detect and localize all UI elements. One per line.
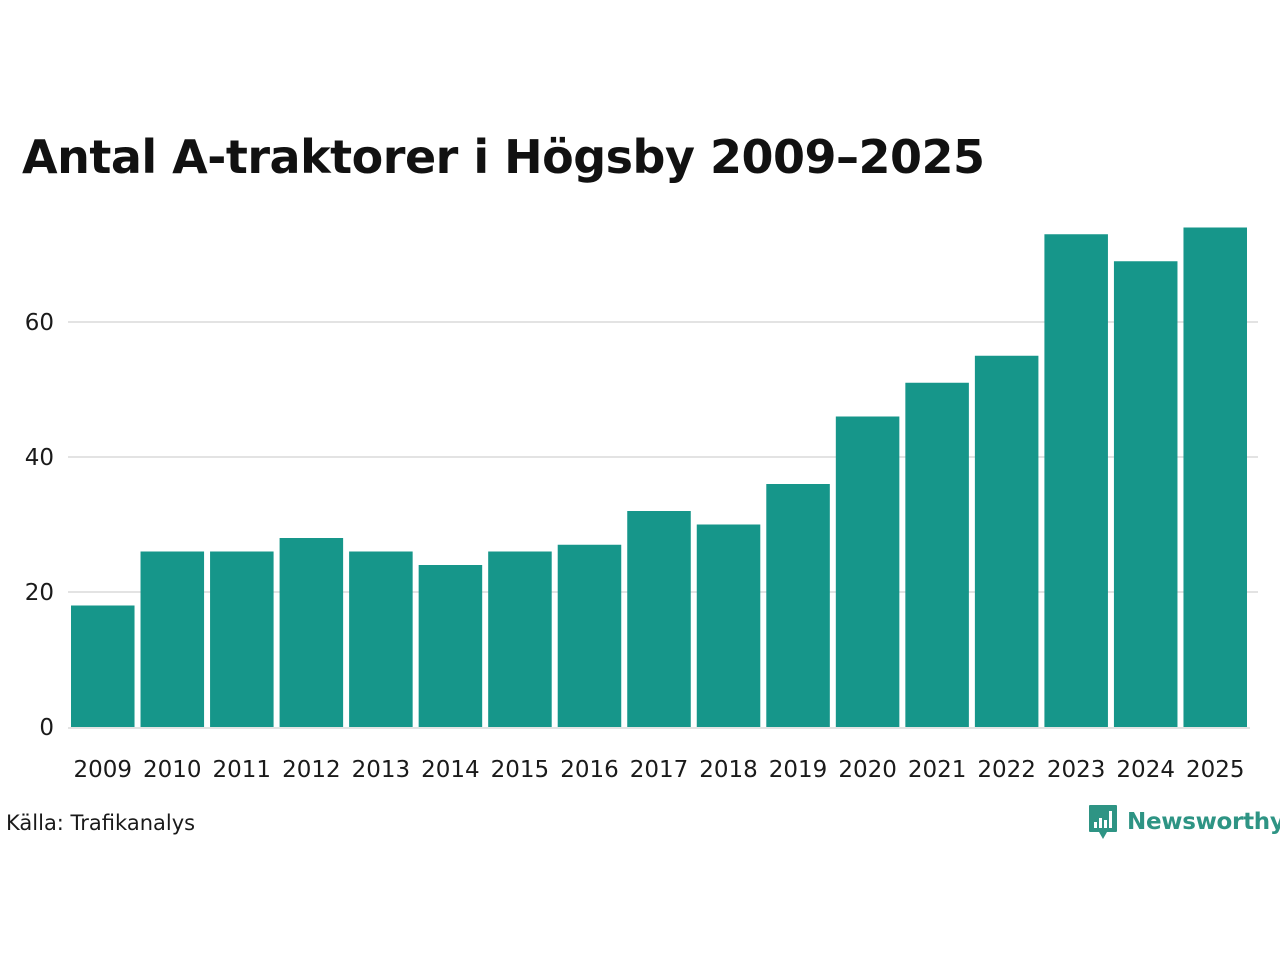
bar-2011 <box>210 551 274 727</box>
y-axis-ticks: 0 20 40 60 <box>25 310 54 741</box>
bar-2013 <box>349 551 413 727</box>
bar-2023 <box>1044 234 1108 727</box>
bar-2020 <box>835 416 900 727</box>
x-tick-label: 2010 <box>143 757 202 783</box>
x-tick-label: 2018 <box>699 757 758 783</box>
bar-2015 <box>488 551 552 727</box>
bar-2024 <box>1113 261 1178 727</box>
bar-2017 <box>627 511 691 727</box>
newsworthy-logo-icon <box>1089 805 1117 839</box>
chart-title: Antal A-traktorer i Högsby 2009–2025 <box>22 130 985 184</box>
x-tick-label: 2016 <box>560 757 619 783</box>
bar-2014 <box>418 565 483 727</box>
bar-2025 <box>1183 227 1247 727</box>
x-tick-label: 2020 <box>838 757 897 783</box>
x-tick-label: 2022 <box>977 757 1036 783</box>
brand-name: Newsworthy <box>1127 809 1280 835</box>
y-tick-label: 0 <box>39 715 54 741</box>
x-axis-ticks: 2009 2010 2011 2012 2013 2014 2015 2016 2017 2018… <box>73 757 1244 783</box>
x-tick-label: 2021 <box>908 757 967 783</box>
brand-logo: Newsworthy <box>1088 804 1280 840</box>
bar-2010 <box>140 551 205 727</box>
x-tick-label: 2014 <box>421 757 480 783</box>
x-tick-label: 2011 <box>213 757 272 783</box>
bar-2019 <box>766 484 830 727</box>
bar-2022 <box>974 355 1039 727</box>
bar-2012 <box>279 538 344 727</box>
x-tick-label: 2012 <box>282 757 341 783</box>
x-tick-label: 2019 <box>769 757 828 783</box>
x-tick-label: 2023 <box>1047 757 1106 783</box>
x-tick-label: 2025 <box>1186 757 1245 783</box>
bar-2016 <box>557 544 622 727</box>
x-tick-label: 2024 <box>1116 757 1175 783</box>
y-tick-label: 40 <box>25 445 54 471</box>
x-tick-label: 2015 <box>491 757 550 783</box>
y-tick-label: 20 <box>25 580 54 606</box>
bar-2021 <box>905 382 969 727</box>
bars <box>71 227 1247 727</box>
bar-2009 <box>71 605 135 727</box>
x-tick-label: 2017 <box>630 757 689 783</box>
y-tick-label: 60 <box>25 310 54 336</box>
bar-2018 <box>696 524 761 727</box>
x-tick-label: 2009 <box>73 757 132 783</box>
x-tick-label: 2013 <box>352 757 411 783</box>
source-note: Källa: Trafikanalys <box>6 811 196 835</box>
